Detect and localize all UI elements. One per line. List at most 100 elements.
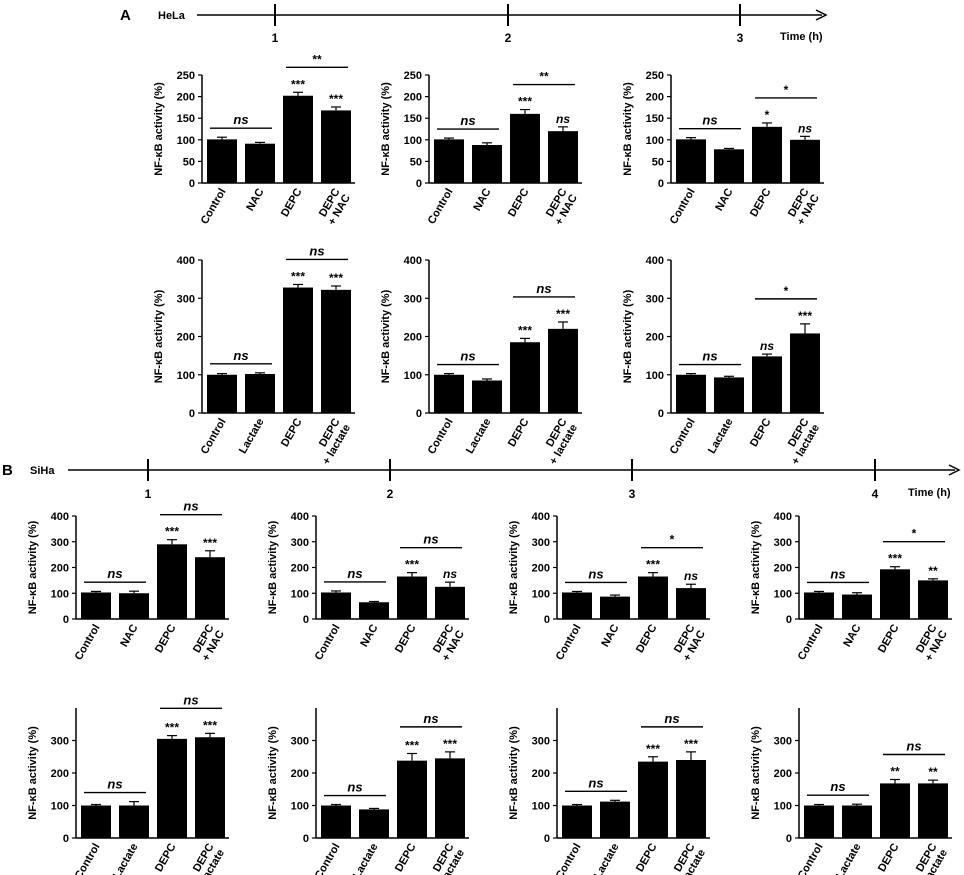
comparison-label: ns: [183, 499, 198, 514]
category-label-line: NAC: [358, 622, 380, 649]
significance-label: ***: [405, 739, 419, 753]
bar-chart: 0 100 200 300 NF-κB activity (%) Control Lacta…: [27, 692, 229, 875]
y-axis-title: NF-κB activity (%): [267, 520, 279, 614]
panel-a-header: A HeLa 1 2 3 Time (h): [120, 4, 828, 45]
y-tick-label: 200: [646, 332, 664, 344]
bar: [321, 805, 351, 838]
y-tick-label: 0: [189, 178, 195, 190]
category-label-line: Control: [554, 842, 584, 875]
category-label: NAC: [358, 622, 380, 649]
category-label: Lactate: [706, 417, 736, 456]
y-tick-label: 200: [532, 563, 550, 575]
category-label-line: NAC: [713, 186, 735, 213]
y-tick-label: 300: [51, 736, 69, 748]
y-tick-label: 200: [177, 92, 195, 104]
y-tick-label: 200: [532, 768, 550, 780]
y-tick-label: 400: [177, 255, 195, 267]
significance-label: ***: [203, 536, 217, 550]
y-tick-label: 200: [51, 768, 69, 780]
y-tick-label: 100: [532, 588, 550, 600]
y-tick-label: 300: [177, 293, 195, 305]
y-tick-label: 100: [774, 801, 792, 813]
category-label-line: DEPC: [506, 186, 532, 219]
timeline-arrowhead-b: [948, 464, 961, 476]
category-label-line: Control: [313, 623, 343, 663]
category-label: DEPC+ NAC: [316, 186, 353, 227]
y-axis-title: NF-κB activity (%): [380, 289, 392, 383]
significance-label: ***: [203, 718, 217, 732]
category-label: DEPC: [153, 622, 179, 655]
bar-chart: 0 100 200 300 NF-κB activity (%) Control Lacta…: [267, 708, 469, 875]
bar-chart: 0 100 200 300 NF-κB activity (%) Control Lacta…: [750, 708, 952, 875]
category-label: DEPC+ NAC: [190, 622, 227, 663]
category-label-line: Lactate: [111, 842, 141, 875]
comparison-label: *: [670, 533, 675, 547]
category-label: Control: [73, 842, 103, 875]
bar-chart: 0 100 200 300 NF-κB activity (%) Control Lacta…: [508, 708, 710, 875]
bar-chart: 0 100 200 300 400 NF-κB activity (%) Control La…: [380, 255, 582, 467]
bar: [207, 139, 237, 183]
category-label: NAC: [713, 186, 735, 213]
panel-b-header: B SiHa 1 2 3 4 Time (h): [2, 459, 961, 501]
category-label-line: Control: [313, 842, 343, 875]
comparison-label: ns: [702, 349, 717, 364]
bar: [397, 760, 427, 838]
y-tick-label: 0: [63, 614, 69, 626]
comparison-label: ns: [183, 692, 198, 707]
significance-label: ns: [684, 569, 698, 583]
bar: [804, 805, 834, 838]
bar: [714, 149, 744, 183]
category-label-line: DEPC: [876, 622, 902, 655]
bar: [321, 592, 351, 619]
bar: [435, 758, 465, 838]
category-label: DEPC: [748, 416, 774, 449]
y-tick-label: 0: [544, 614, 550, 626]
bar: [562, 592, 592, 619]
category-label-line: NAC: [244, 186, 266, 213]
time-axis-label-b: Time (h): [908, 487, 951, 499]
bar: [195, 557, 225, 619]
category-label: Lactate: [464, 417, 494, 456]
bar: [510, 113, 540, 183]
category-label-line: Lactate: [351, 842, 381, 875]
bar: [119, 593, 149, 619]
comparison-label: ns: [233, 112, 248, 127]
significance-label: ***: [518, 323, 532, 337]
bar: [676, 588, 706, 619]
y-tick-label: 150: [646, 113, 664, 125]
category-label-line: Lactate: [706, 417, 736, 456]
bar: [510, 342, 540, 413]
y-tick-label: 100: [51, 588, 69, 600]
y-tick-label: 50: [652, 156, 664, 168]
y-tick-label: 0: [658, 408, 664, 420]
category-label: NAC: [244, 186, 266, 213]
comparison-label: ns: [536, 281, 551, 296]
category-label: DEPC+ NAC: [785, 186, 822, 227]
bar: [472, 380, 502, 413]
bar: [119, 805, 149, 838]
category-label-line: DEPC: [153, 622, 179, 655]
y-tick-label: 100: [774, 588, 792, 600]
y-axis-title: NF-κB activity (%): [508, 520, 520, 614]
bar-chart: 0 100 200 300 400 NF-κB activity (%) Control NA…: [27, 499, 229, 663]
timepoint-label: 3: [629, 487, 636, 501]
bar-chart: 0 100 200 300 400 NF-κB activity (%) Control La…: [153, 243, 355, 467]
y-tick-label: 200: [774, 768, 792, 780]
bar: [548, 328, 578, 413]
category-label: DEPC+ lactate: [537, 416, 580, 466]
comparison-label: ns: [347, 780, 362, 795]
category-label: NAC: [471, 186, 493, 213]
category-label-line: Lactate: [834, 842, 864, 875]
bar: [918, 783, 948, 838]
y-axis-title: NF-κB activity (%): [267, 726, 279, 820]
category-label: DEPC: [279, 416, 305, 449]
category-label: Control: [668, 187, 698, 227]
y-tick-label: 100: [404, 135, 422, 147]
category-label-line: Control: [796, 623, 826, 663]
bar: [638, 761, 668, 838]
y-axis-title: NF-κB activity (%): [380, 82, 392, 176]
category-label-line: DEPC: [748, 186, 774, 219]
category-label-line: Lactate: [592, 842, 622, 875]
comparison-label: ns: [233, 348, 248, 363]
